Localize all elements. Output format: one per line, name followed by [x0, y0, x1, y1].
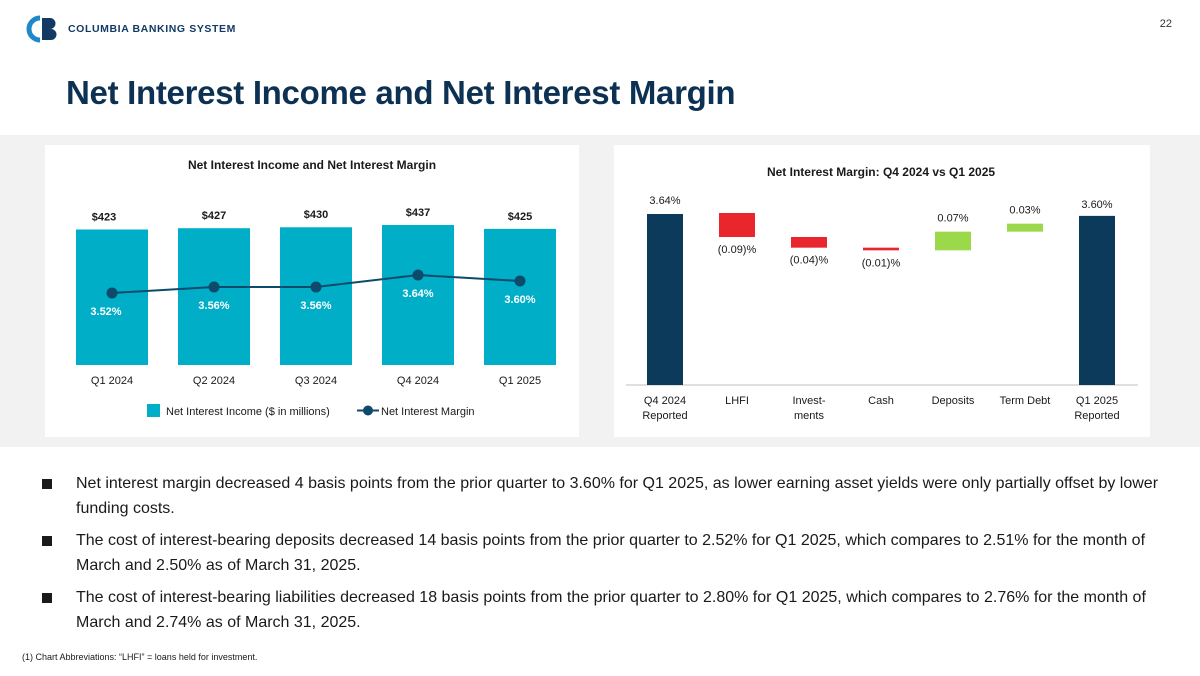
total-bar	[647, 214, 683, 385]
x-tick-label: Q4 2024	[397, 375, 439, 387]
x-tick-label-line2: Reported	[1074, 410, 1119, 422]
commentary-bullets: Net interest margin decreased 4 basis po…	[40, 472, 1160, 643]
x-tick-label: LHFI	[725, 395, 749, 407]
square-bullet-icon	[42, 536, 52, 546]
footnote: (1) Chart Abbreviations: “LHFI” = loans …	[22, 652, 258, 662]
x-tick-label: Q4 2024	[644, 395, 686, 407]
nii-bar-label: $430	[304, 209, 328, 221]
nii-bar-label: $427	[202, 210, 226, 222]
delta-bar-label: (0.01)%	[862, 257, 901, 269]
nim-point-label: 3.64%	[402, 288, 433, 300]
x-tick-label: Deposits	[932, 395, 975, 407]
nim-waterfall-chart-panel: Net Interest Margin: Q4 2024 vs Q1 2025 3…	[614, 145, 1150, 437]
nii-bar	[280, 227, 352, 365]
nii-bar	[484, 228, 556, 365]
square-bullet-icon	[42, 479, 52, 489]
nii-bar	[382, 225, 454, 365]
bullet-text: Net interest margin decreased 4 basis po…	[76, 475, 1159, 517]
decrease-bar	[791, 237, 827, 248]
bullet-text: The cost of interest-bearing liabilities…	[76, 589, 1146, 631]
legend-marker-nim	[363, 405, 373, 416]
x-tick-label: Cash	[868, 395, 894, 407]
x-tick-label: Q2 2024	[193, 375, 235, 387]
x-tick-label-line2: Reported	[642, 410, 687, 422]
x-tick-label: Q1 2025	[1076, 395, 1118, 407]
legend-label-nim: Net Interest Margin	[381, 406, 475, 418]
increase-bar	[935, 231, 971, 251]
nim-point	[106, 287, 118, 299]
nii-bar	[178, 228, 250, 365]
nim-point	[310, 281, 322, 293]
nim-point	[412, 269, 424, 281]
nii-bar-label: $437	[406, 207, 430, 219]
nim-point-label: 3.60%	[504, 294, 535, 306]
delta-bar-label: (0.09)%	[718, 244, 757, 256]
x-tick-label: Q1 2024	[91, 375, 133, 387]
nim-point-label: 3.56%	[198, 300, 229, 312]
decrease-bar	[719, 213, 755, 237]
nim-point	[514, 275, 526, 287]
bullet-item: Net interest margin decreased 4 basis po…	[40, 472, 1160, 521]
page-number: 22	[1159, 18, 1172, 30]
nim-point-label: 3.56%	[300, 300, 331, 312]
x-tick-label: Term Debt	[1000, 395, 1051, 407]
nim-point-label: 3.52%	[90, 306, 121, 318]
total-bar	[1079, 215, 1115, 385]
chart-title: Net Interest Margin: Q4 2024 vs Q1 2025	[767, 165, 995, 179]
nii-nim-chart: Net Interest Income and Net Interest Mar…	[76, 158, 556, 418]
nim-waterfall-chart: Net Interest Margin: Q4 2024 vs Q1 2025 3…	[626, 165, 1138, 422]
page-title: Net Interest Income and Net Interest Mar…	[66, 74, 736, 111]
brand-name: COLUMBIA BANKING SYSTEM	[68, 23, 236, 35]
x-tick-label: Invest-	[792, 395, 825, 407]
legend-swatch-nii	[147, 404, 160, 417]
bullet-item: The cost of interest-bearing liabilities…	[40, 586, 1160, 635]
brand-logo: COLUMBIA BANKING SYSTEM	[24, 14, 236, 44]
legend-label-nii: Net Interest Income ($ in millions)	[166, 406, 330, 418]
x-tick-label-line2: ments	[794, 410, 824, 422]
bullet-text: The cost of interest-bearing deposits de…	[76, 532, 1146, 574]
delta-bar-label: (0.04)%	[790, 255, 829, 267]
nii-bar-label: $425	[508, 211, 532, 223]
total-bar-label: 3.60%	[1081, 199, 1112, 211]
bullet-item: The cost of interest-bearing deposits de…	[40, 529, 1160, 578]
delta-bar-label: 0.07%	[937, 213, 968, 225]
decrease-bar	[863, 247, 899, 251]
total-bar-label: 3.64%	[649, 195, 680, 207]
cb-logo-icon	[24, 15, 60, 43]
nii-bar-label: $423	[92, 211, 116, 223]
chart-title: Net Interest Income and Net Interest Mar…	[188, 158, 436, 172]
nim-point	[208, 281, 220, 293]
x-tick-label: Q1 2025	[499, 375, 541, 387]
square-bullet-icon	[42, 593, 52, 603]
increase-bar	[1007, 223, 1043, 232]
nii-nim-chart-panel: Net Interest Income and Net Interest Mar…	[45, 145, 579, 437]
x-tick-label: Q3 2024	[295, 375, 337, 387]
delta-bar-label: 0.03%	[1009, 205, 1040, 217]
